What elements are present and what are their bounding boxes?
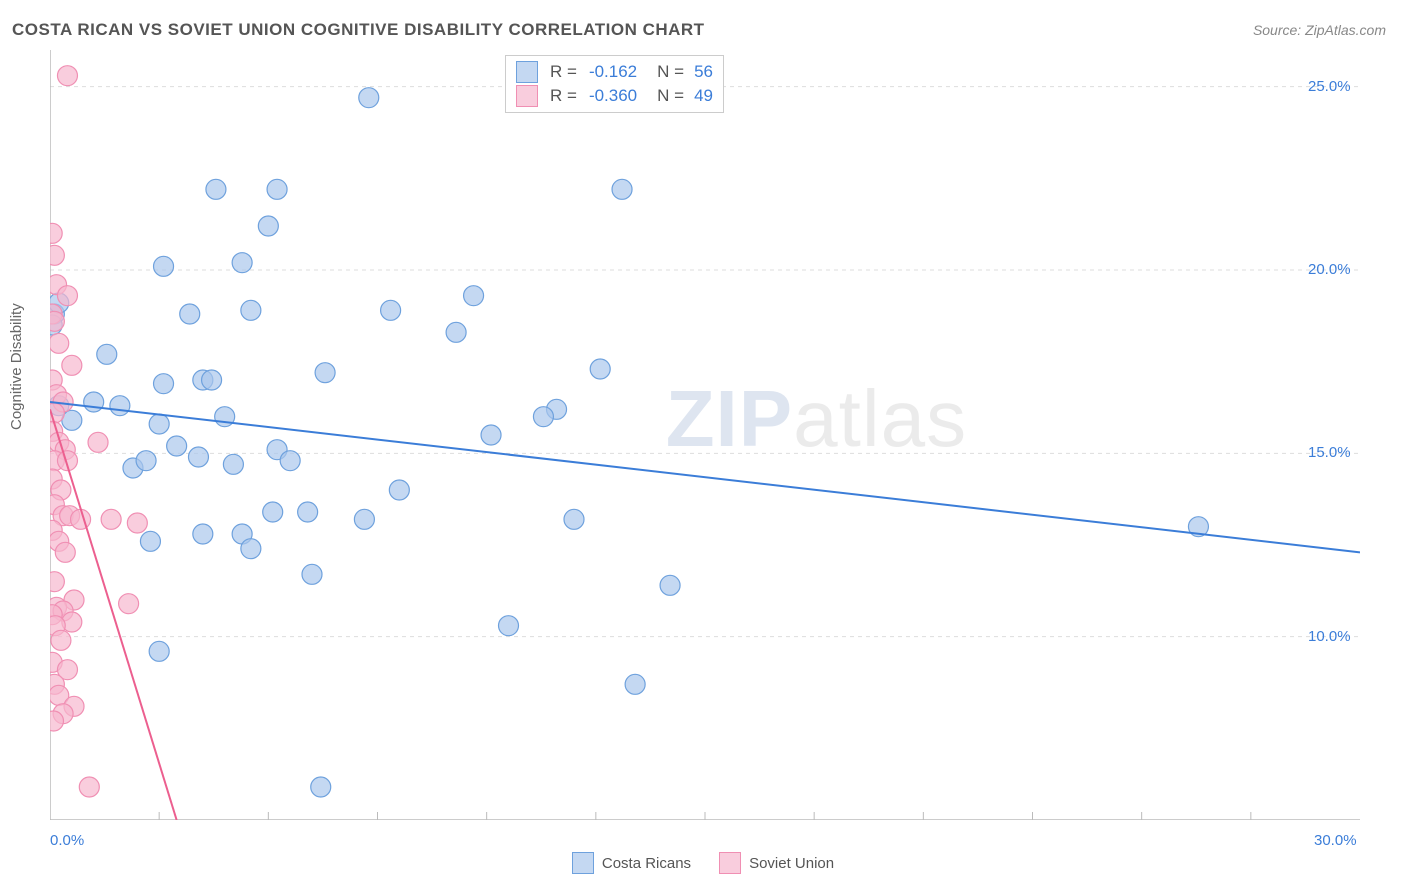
y-tick: 15.0% — [1308, 444, 1351, 461]
x-tick-30: 30.0% — [1314, 832, 1357, 849]
legend-swatch-1 — [719, 852, 741, 874]
stats-row: R = -0.360N = 49 — [516, 84, 713, 108]
chart-source: Source: ZipAtlas.com — [1253, 22, 1386, 38]
chart-title: COSTA RICAN VS SOVIET UNION COGNITIVE DI… — [12, 20, 705, 40]
y-tick: 20.0% — [1308, 261, 1351, 278]
y-tick: 10.0% — [1308, 628, 1351, 645]
chart-header: COSTA RICAN VS SOVIET UNION COGNITIVE DI… — [0, 0, 1406, 50]
legend-label-1: Soviet Union — [749, 855, 834, 872]
stats-box: R = -0.162N = 56R = -0.360N = 49 — [505, 55, 724, 113]
bottom-legend: Costa Ricans Soviet Union — [0, 852, 1406, 874]
chart-area: ZIPatlas R = -0.162N = 56R = -0.360N = 4… — [50, 50, 1390, 840]
legend-item-1: Soviet Union — [719, 852, 834, 874]
stats-row: R = -0.162N = 56 — [516, 60, 713, 84]
x-tick-0: 0.0% — [50, 832, 84, 849]
y-axis-label: Cognitive Disability — [8, 303, 25, 430]
legend-swatch-0 — [572, 852, 594, 874]
legend-item-0: Costa Ricans — [572, 852, 691, 874]
legend-label-0: Costa Ricans — [602, 855, 691, 872]
y-tick: 25.0% — [1308, 78, 1351, 95]
scatter-plot-svg — [50, 50, 1360, 820]
